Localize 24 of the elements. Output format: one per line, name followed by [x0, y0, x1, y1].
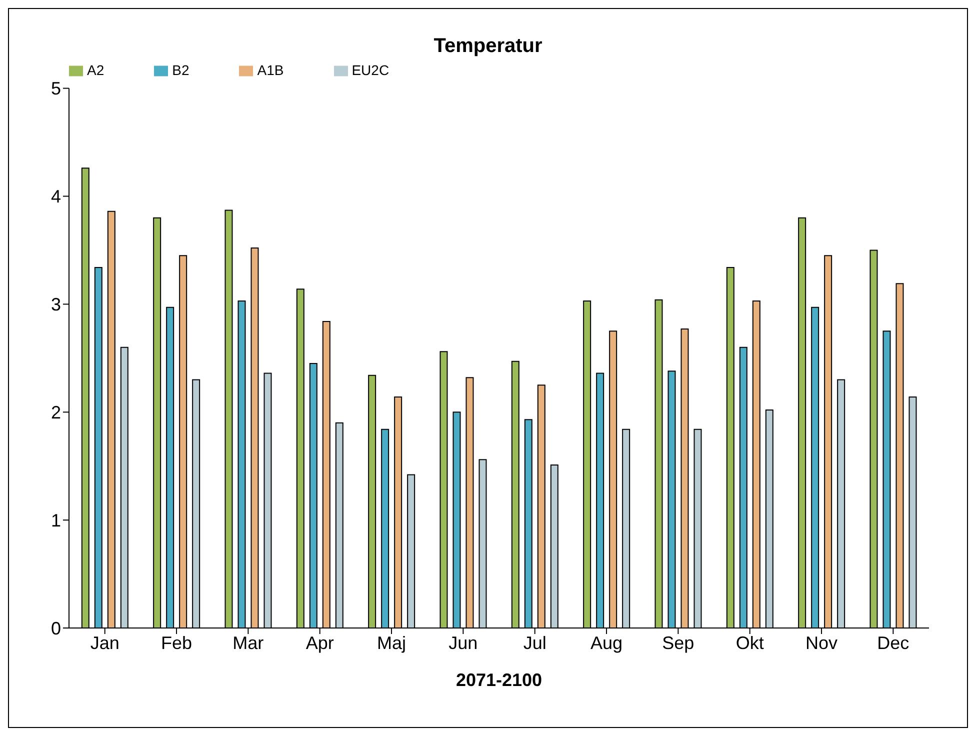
legend-label: A2 [87, 62, 104, 78]
y-tick-label: 3 [50, 294, 61, 315]
legend-label: A1B [257, 62, 284, 78]
x-tick-label: Jan [90, 632, 120, 653]
x-tick-label: Dec [877, 632, 910, 653]
y-tick-label: 1 [50, 510, 61, 530]
x-tick-label: Sep [662, 632, 694, 653]
y-tick-label: 4 [50, 186, 61, 207]
x-tick-label: Aug [590, 632, 623, 653]
y-tick-label: 5 [50, 78, 61, 99]
chart-title: Temperatur [432, 34, 544, 58]
y-tick-label: 2 [50, 402, 61, 423]
x-tick-label: Maj [376, 632, 406, 653]
x-tick-label: Nov [805, 632, 838, 653]
x-tick-label: Apr [306, 632, 334, 653]
x-tick-label: Mar [232, 632, 264, 653]
x-tick-label: Feb [160, 632, 192, 653]
x-tick-label: Jul [523, 632, 546, 653]
legend-label: EU2C [352, 62, 390, 78]
legend-label: B2 [172, 62, 190, 78]
x-axis-title: 2071-2100 [456, 670, 542, 690]
x-tick-label: Okt [736, 632, 764, 653]
x-tick-label: Jun [448, 632, 478, 653]
y-tick-label: 0 [50, 618, 61, 638]
